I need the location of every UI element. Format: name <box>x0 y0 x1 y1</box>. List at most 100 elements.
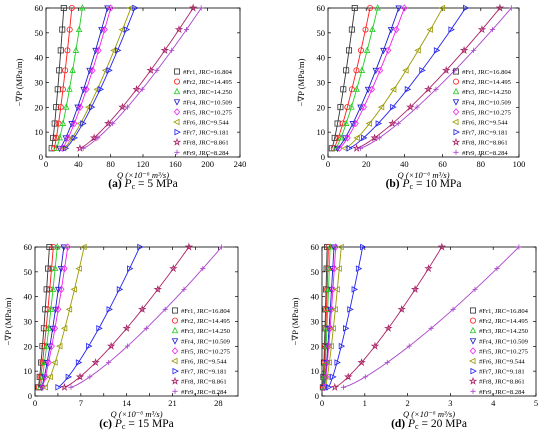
data-point-fr9 <box>198 5 204 11</box>
data-point-fr7 <box>375 120 383 127</box>
legend-marker-fr5 <box>173 108 181 116</box>
y-tick-label: 30 <box>311 317 320 327</box>
legend-marker-fr2 <box>469 317 476 324</box>
data-point-fr2 <box>57 104 64 111</box>
data-point-fr6 <box>333 286 340 293</box>
data-point-fr9 <box>181 286 187 292</box>
panel-caption-letter: (d) <box>391 418 408 430</box>
data-point-fr7 <box>137 243 144 251</box>
data-point-fr3 <box>79 4 86 11</box>
data-point-fr3 <box>62 103 70 110</box>
legend-label-fr4: #Fr4, JRC=10.509 <box>183 99 233 106</box>
legend-marker-fr9 <box>453 149 459 155</box>
data-point-fr8 <box>424 264 433 273</box>
data-point-fr5 <box>331 264 338 273</box>
data-point-fr7 <box>65 373 73 381</box>
legend-label-fr6: #Fr6, JRC=9.544 <box>183 120 229 127</box>
data-point-fr2 <box>66 26 73 33</box>
x-tick-label: 100 <box>513 159 526 169</box>
x-tick-label: 4 <box>491 398 496 408</box>
series-line-fr8 <box>334 246 443 388</box>
data-point-fr9 <box>106 359 112 366</box>
data-point-fr5 <box>101 25 108 34</box>
data-point-fr3 <box>59 119 67 126</box>
data-point-fr7 <box>132 4 139 12</box>
data-point-fr5 <box>83 85 90 93</box>
data-point-fr8 <box>477 25 487 34</box>
series-line-fr2 <box>333 7 371 149</box>
legend-label-fr6: #Fr6, JRC=9.544 <box>479 359 525 366</box>
data-point-fr7 <box>116 286 124 293</box>
data-point-fr2 <box>339 120 346 127</box>
data-point-fr5 <box>393 25 400 34</box>
data-point-fr7 <box>346 145 353 152</box>
legend-label-fr8: #Fr8, JRC=8.861 <box>479 379 525 386</box>
data-point-fr5 <box>360 103 367 111</box>
data-point-fr8 <box>370 341 380 350</box>
data-point-fr7 <box>347 306 354 313</box>
y-tick-label: 0 <box>315 391 319 401</box>
data-point-fr1 <box>348 26 355 33</box>
data-point-fr9 <box>110 120 116 127</box>
x-tick-label: 0 <box>320 398 324 408</box>
data-point-fr6 <box>46 373 53 381</box>
data-point-fr8 <box>89 133 99 142</box>
data-point-fr4 <box>49 325 56 333</box>
legend-marker-fr4 <box>173 99 181 106</box>
data-point-fr2 <box>53 134 60 141</box>
data-point-fr7 <box>360 243 367 251</box>
series-line-fr8 <box>79 7 194 149</box>
data-point-fr2 <box>37 373 44 380</box>
data-point-fr8 <box>104 119 113 128</box>
x-tick-label: 0 <box>326 159 330 169</box>
data-point-fr8 <box>153 284 162 293</box>
data-point-fr7 <box>75 359 83 366</box>
data-point-fr4 <box>372 67 380 75</box>
data-point-fr1 <box>43 286 50 293</box>
panel-caption-symbol: P <box>402 178 410 190</box>
data-point-fr3 <box>66 85 73 92</box>
y-axis-label: −∇P (MPa/m) <box>3 297 13 345</box>
data-point-fr6 <box>65 306 73 313</box>
data-point-fr2 <box>367 5 374 11</box>
data-point-fr1 <box>331 134 338 141</box>
series-line-fr1 <box>51 7 65 149</box>
legend-marker-fr4 <box>171 338 179 345</box>
data-point-fr1 <box>60 5 67 11</box>
y-tick-label: 0 <box>28 391 32 401</box>
y-tick-label: 10 <box>317 127 326 137</box>
x-tick-label: 200 <box>201 159 214 169</box>
data-point-fr6 <box>327 342 334 350</box>
legend-marker-fr1 <box>173 68 180 75</box>
y-tick-label: 50 <box>311 267 320 277</box>
legend-label-fr3: #Fr3, JRC=14.250 <box>183 89 233 96</box>
series-line-fr2 <box>53 7 73 149</box>
data-point-fr5 <box>45 358 52 367</box>
legend-marker-fr8 <box>170 376 180 385</box>
y-tick-label: 50 <box>35 28 44 38</box>
y-axis-label: −∇P (MPa/m) <box>296 58 306 106</box>
data-point-fr1 <box>351 5 358 11</box>
data-point-fr6 <box>414 47 421 54</box>
y-tick-label: 60 <box>24 242 33 252</box>
legend-marker-fr3 <box>469 326 477 334</box>
data-point-fr8 <box>495 3 505 12</box>
data-point-fr5 <box>77 103 84 111</box>
series-line-fr4 <box>323 246 335 388</box>
series-line-fr6 <box>63 7 132 149</box>
data-point-fr9 <box>68 384 74 390</box>
series-line-fr5 <box>61 7 112 149</box>
data-point-fr7 <box>55 384 62 391</box>
legend-marker-fr5 <box>452 108 460 116</box>
data-point-fr2 <box>62 67 69 74</box>
legend-label-fr3: #Fr3, JRC=14.250 <box>462 89 512 96</box>
data-point-fr5 <box>368 85 376 93</box>
legend-label-fr9: #Fr9, JRC=8.284 <box>183 150 229 157</box>
data-point-fr8 <box>174 25 184 34</box>
data-point-fr6 <box>118 26 125 33</box>
x-tick-label: 0 <box>33 398 37 408</box>
data-point-fr2 <box>68 5 75 11</box>
data-point-fr9 <box>200 265 206 272</box>
data-point-fr4 <box>74 104 81 112</box>
